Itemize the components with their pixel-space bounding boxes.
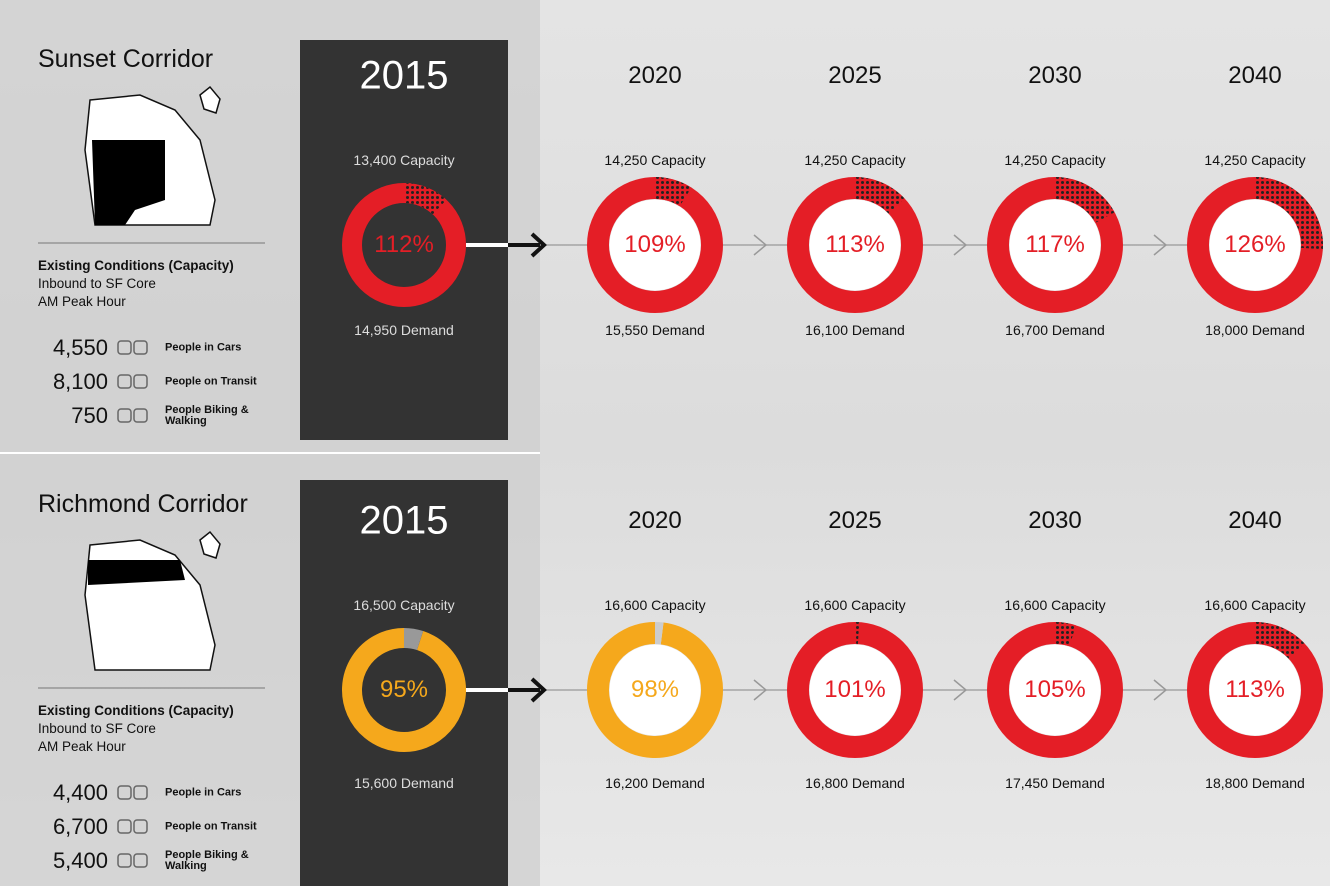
year: 2025 [828,507,881,535]
mode-count: 5,400 [53,848,108,874]
percent-label: 112% [374,231,434,259]
mode-count: 6,700 [53,814,108,840]
map-island [200,87,220,113]
overflow-arc [1055,633,1073,636]
mode-icon [118,786,131,799]
capacity: 14,250 Capacity [804,152,905,168]
infographic: Sunset Corridor Existing Conditions (Capa… [0,0,1330,886]
graphics [0,0,1330,886]
year: 2025 [828,62,881,90]
capacity: 16,600 Capacity [604,597,705,613]
percent-label: 113% [825,231,885,259]
mode-icon [134,820,147,833]
mode-label: People in Cars [165,343,260,354]
mode-icon [118,375,131,388]
capacity: 16,500 Capacity [353,597,454,613]
conditions-heading: Existing Conditions (Capacity) [38,703,234,718]
map-island [200,532,220,558]
percent-label: 109% [624,231,685,259]
year: 2030 [1028,62,1081,90]
demand: 14,950 Demand [354,322,454,338]
demand: 17,450 Demand [1005,775,1105,791]
capacity: 16,600 Capacity [804,597,905,613]
demand: 16,800 Demand [805,775,905,791]
year: 2040 [1228,507,1281,535]
conditions-heading: Existing Conditions (Capacity) [38,258,234,273]
year: 2020 [628,62,681,90]
mode-icon [118,820,131,833]
percent-label: 95% [380,676,428,704]
mode-icon [134,786,147,799]
mode-label: People Biking & Walking [165,405,260,427]
demand: 16,200 Demand [605,775,705,791]
percent-label: 113% [1225,676,1285,704]
spare-arc [404,638,420,641]
corridor-title: Sunset Corridor [38,45,213,74]
mode-count: 750 [71,403,108,429]
conditions-line: Inbound to SF Core [38,276,156,291]
capacity: 16,600 Capacity [1004,597,1105,613]
percent-label: 98% [631,676,679,704]
mode-label: People in Cars [165,788,260,799]
demand: 15,600 Demand [354,775,454,791]
conditions-line: AM Peak Hour [38,294,126,309]
capacity: 16,600 Capacity [1204,597,1305,613]
year: 2015 [360,499,449,544]
percent-label: 126% [1224,231,1285,259]
mode-label: People Biking & Walking [165,850,260,872]
capacity: 13,400 Capacity [353,152,454,168]
percent-label: 101% [824,676,885,704]
corridor-title: Richmond Corridor [38,490,248,519]
mode-icon [134,409,147,422]
mode-icon [118,409,131,422]
demand: 18,800 Demand [1205,775,1305,791]
mode-label: People on Transit [165,822,260,833]
capacity: 14,250 Capacity [604,152,705,168]
mode-icon [134,854,147,867]
mode-count: 4,550 [53,335,108,361]
mode-icon [134,375,147,388]
mode-icon [118,341,131,354]
map-outline [85,540,215,670]
percent-label: 105% [1024,676,1085,704]
mode-icon [134,341,147,354]
demand: 18,000 Demand [1205,322,1305,338]
year: 2040 [1228,62,1281,90]
year: 2020 [628,507,681,535]
year: 2015 [360,54,449,99]
year: 2030 [1028,507,1081,535]
mode-icon [118,854,131,867]
capacity: 14,250 Capacity [1204,152,1305,168]
capacity: 14,250 Capacity [1004,152,1105,168]
demand: 16,100 Demand [805,322,905,338]
overflow-arc [655,188,686,197]
mode-count: 8,100 [53,369,108,395]
demand: 15,550 Demand [605,322,705,338]
demand: 16,700 Demand [1005,322,1105,338]
percent-label: 117% [1025,231,1085,259]
mode-count: 4,400 [53,780,108,806]
conditions-line: AM Peak Hour [38,739,126,754]
conditions-line: Inbound to SF Core [38,721,156,736]
mode-label: People on Transit [165,377,260,388]
